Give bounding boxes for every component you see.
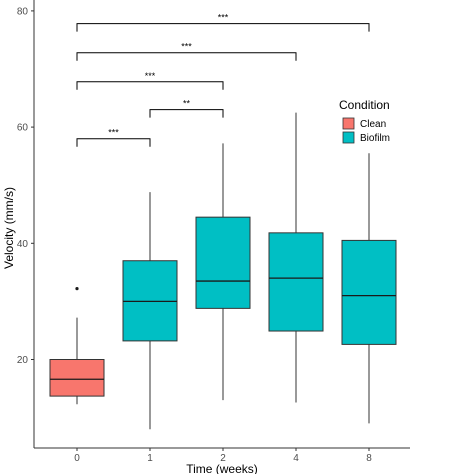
box-4 xyxy=(268,112,324,403)
boxes xyxy=(49,112,397,430)
significance-label: *** xyxy=(108,128,119,138)
significance-label: *** xyxy=(218,13,229,23)
bracket-line xyxy=(76,23,370,32)
significance-bracket: *** xyxy=(76,128,151,147)
y-tick-label: 80 xyxy=(17,6,29,17)
y-tick-label: 40 xyxy=(17,239,29,250)
x-tick-label: 0 xyxy=(74,453,80,464)
legend-title: Condition xyxy=(339,98,390,112)
x-tick-label: 1 xyxy=(147,453,153,464)
significance-brackets: ************** xyxy=(76,13,370,147)
legend-label: Clean xyxy=(360,119,386,130)
x-ticks: 0 1 2 4 8 xyxy=(74,448,372,464)
y-tick-label: 60 xyxy=(17,123,29,134)
axes xyxy=(33,0,410,449)
significance-label: *** xyxy=(181,42,192,52)
bracket-line xyxy=(76,138,151,147)
y-axis-title: Velocity (mm/s) xyxy=(2,187,16,269)
box-rect xyxy=(195,216,251,309)
legend-key-biofilm xyxy=(342,131,355,144)
box-8 xyxy=(341,153,397,424)
outlier-point xyxy=(75,287,79,291)
bracket-line xyxy=(149,109,224,118)
bracket-line xyxy=(76,52,297,61)
significance-bracket: *** xyxy=(76,42,297,61)
x-axis-title: Time (weeks) xyxy=(186,462,258,474)
significance-bracket: ** xyxy=(149,99,224,118)
bracket-line xyxy=(76,81,224,90)
box-rect xyxy=(268,232,324,332)
box-1 xyxy=(122,192,178,430)
significance-label: ** xyxy=(183,99,191,109)
box-0 xyxy=(49,287,105,405)
significance-label: *** xyxy=(145,71,156,81)
legend-key-clean xyxy=(342,117,355,130)
x-tick-label: 4 xyxy=(293,453,299,464)
legend: Condition Clean Biofilm xyxy=(339,98,390,144)
x-tick-label: 8 xyxy=(366,453,372,464)
box-rect xyxy=(341,239,397,345)
legend-label: Biofilm xyxy=(360,133,390,144)
y-tick-label: 20 xyxy=(17,355,29,366)
significance-bracket: *** xyxy=(76,13,370,32)
box-rect xyxy=(49,359,105,397)
y-ticks: 20 40 60 80 xyxy=(17,6,34,366)
significance-bracket: *** xyxy=(76,71,224,90)
box-2 xyxy=(195,143,251,401)
x-tick-label: 2 xyxy=(220,453,226,464)
